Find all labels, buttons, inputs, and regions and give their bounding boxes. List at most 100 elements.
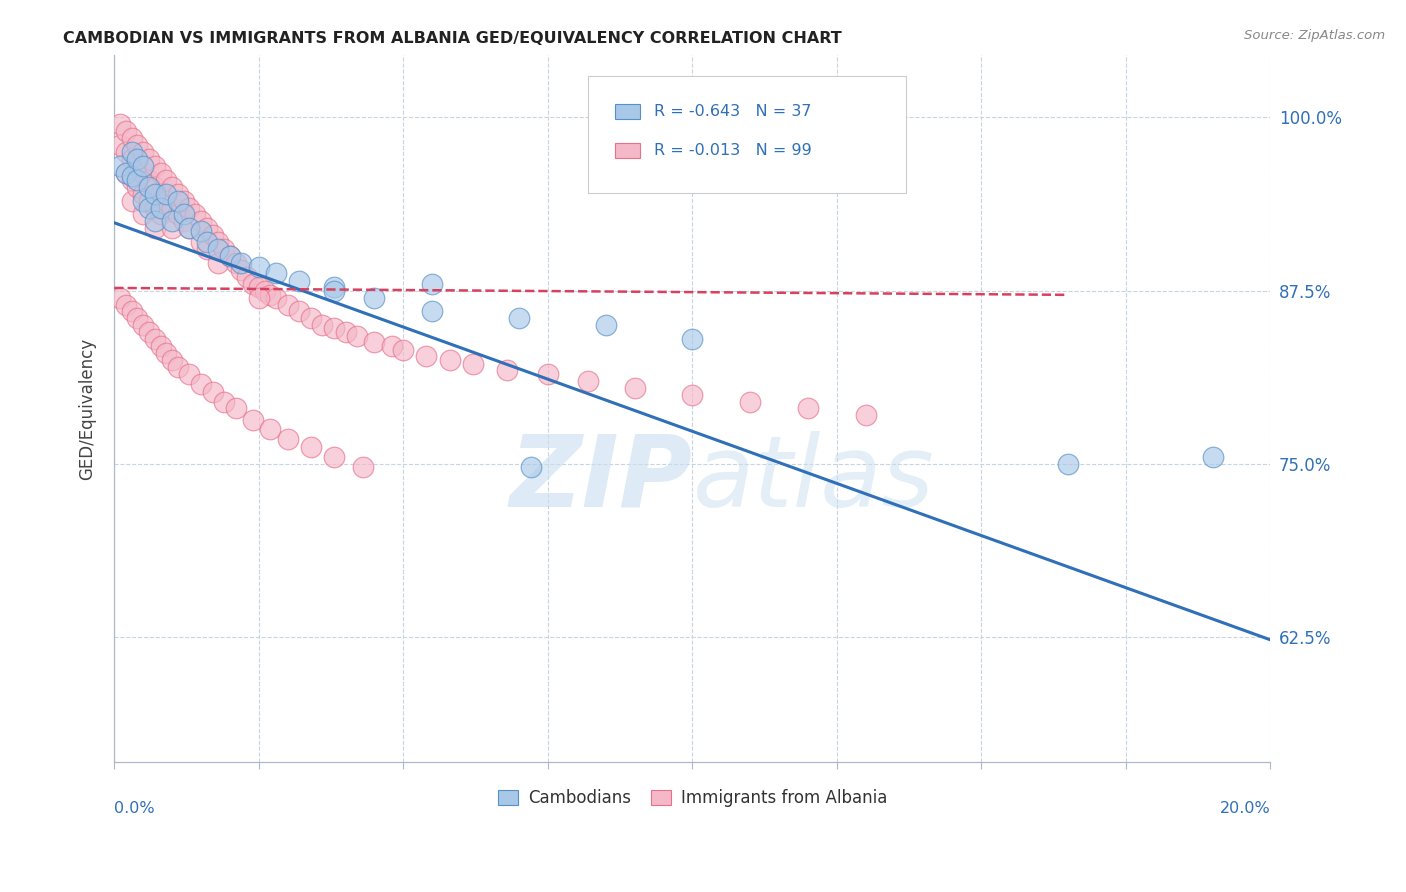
Text: 20.0%: 20.0%	[1220, 801, 1271, 815]
Point	[143, 159, 166, 173]
Point	[121, 145, 143, 160]
Point	[335, 325, 357, 339]
Point	[132, 145, 155, 160]
Point	[323, 450, 346, 464]
Point	[115, 166, 138, 180]
Point	[264, 291, 287, 305]
Point	[138, 173, 160, 187]
Point	[247, 279, 270, 293]
Point	[132, 207, 155, 221]
Point	[155, 346, 177, 360]
Point	[108, 117, 131, 131]
Point	[392, 343, 415, 358]
Point	[439, 353, 461, 368]
Point	[323, 284, 346, 298]
Point	[149, 339, 172, 353]
Point	[461, 357, 484, 371]
Point	[127, 138, 149, 153]
Point	[179, 367, 201, 381]
Text: ZIP: ZIP	[509, 431, 692, 528]
Point	[207, 256, 229, 270]
Point	[179, 221, 201, 235]
Point	[576, 374, 599, 388]
Point	[160, 201, 183, 215]
Point	[207, 235, 229, 250]
Point	[381, 339, 404, 353]
Point	[247, 260, 270, 274]
Point	[155, 186, 177, 201]
Point	[420, 277, 443, 291]
Point	[167, 207, 190, 221]
Point	[420, 304, 443, 318]
Point	[138, 179, 160, 194]
Point	[225, 256, 247, 270]
Point	[173, 207, 195, 221]
Text: Source: ZipAtlas.com: Source: ZipAtlas.com	[1244, 29, 1385, 42]
Point	[537, 367, 560, 381]
Point	[190, 235, 212, 250]
Point	[115, 166, 138, 180]
Point	[167, 194, 190, 208]
Point	[195, 242, 218, 256]
Point	[225, 401, 247, 416]
Point	[127, 179, 149, 194]
Point	[623, 381, 645, 395]
Text: 0.0%: 0.0%	[114, 801, 155, 815]
Point	[143, 201, 166, 215]
Point	[231, 263, 253, 277]
Point	[127, 159, 149, 173]
Point	[179, 201, 201, 215]
Point	[212, 242, 235, 256]
Point	[155, 194, 177, 208]
Point	[143, 221, 166, 235]
Point	[519, 459, 541, 474]
Point	[138, 152, 160, 166]
Point	[323, 321, 346, 335]
Point	[108, 291, 131, 305]
Point	[277, 432, 299, 446]
Point	[121, 173, 143, 187]
Point	[108, 138, 131, 153]
Point	[242, 412, 264, 426]
Point	[115, 297, 138, 311]
Point	[121, 169, 143, 183]
Point	[201, 228, 224, 243]
Point	[132, 166, 155, 180]
Point	[253, 284, 276, 298]
Point	[346, 329, 368, 343]
Point	[132, 318, 155, 333]
Point	[127, 152, 149, 166]
Point	[160, 214, 183, 228]
Text: R = -0.013   N = 99: R = -0.013 N = 99	[654, 143, 813, 158]
Text: R = -0.643   N = 37: R = -0.643 N = 37	[654, 104, 811, 120]
Point	[115, 124, 138, 138]
Point	[201, 384, 224, 399]
Point	[173, 214, 195, 228]
Point	[149, 186, 172, 201]
Point	[108, 159, 131, 173]
Point	[179, 221, 201, 235]
Point	[121, 131, 143, 145]
Text: atlas: atlas	[692, 431, 934, 528]
Point	[681, 332, 703, 346]
Point	[190, 224, 212, 238]
Point	[311, 318, 333, 333]
Point	[149, 201, 172, 215]
Point	[195, 221, 218, 235]
Point	[212, 394, 235, 409]
Point	[352, 459, 374, 474]
Point	[740, 394, 762, 409]
Point	[1057, 457, 1080, 471]
Point	[363, 334, 385, 349]
Point	[184, 207, 207, 221]
Point	[797, 401, 820, 416]
Point	[299, 440, 322, 454]
Point	[681, 387, 703, 401]
Point	[1201, 450, 1223, 464]
Point	[132, 159, 155, 173]
Point	[363, 291, 385, 305]
Point	[323, 279, 346, 293]
Point	[219, 249, 242, 263]
Point	[207, 242, 229, 256]
Point	[195, 235, 218, 250]
